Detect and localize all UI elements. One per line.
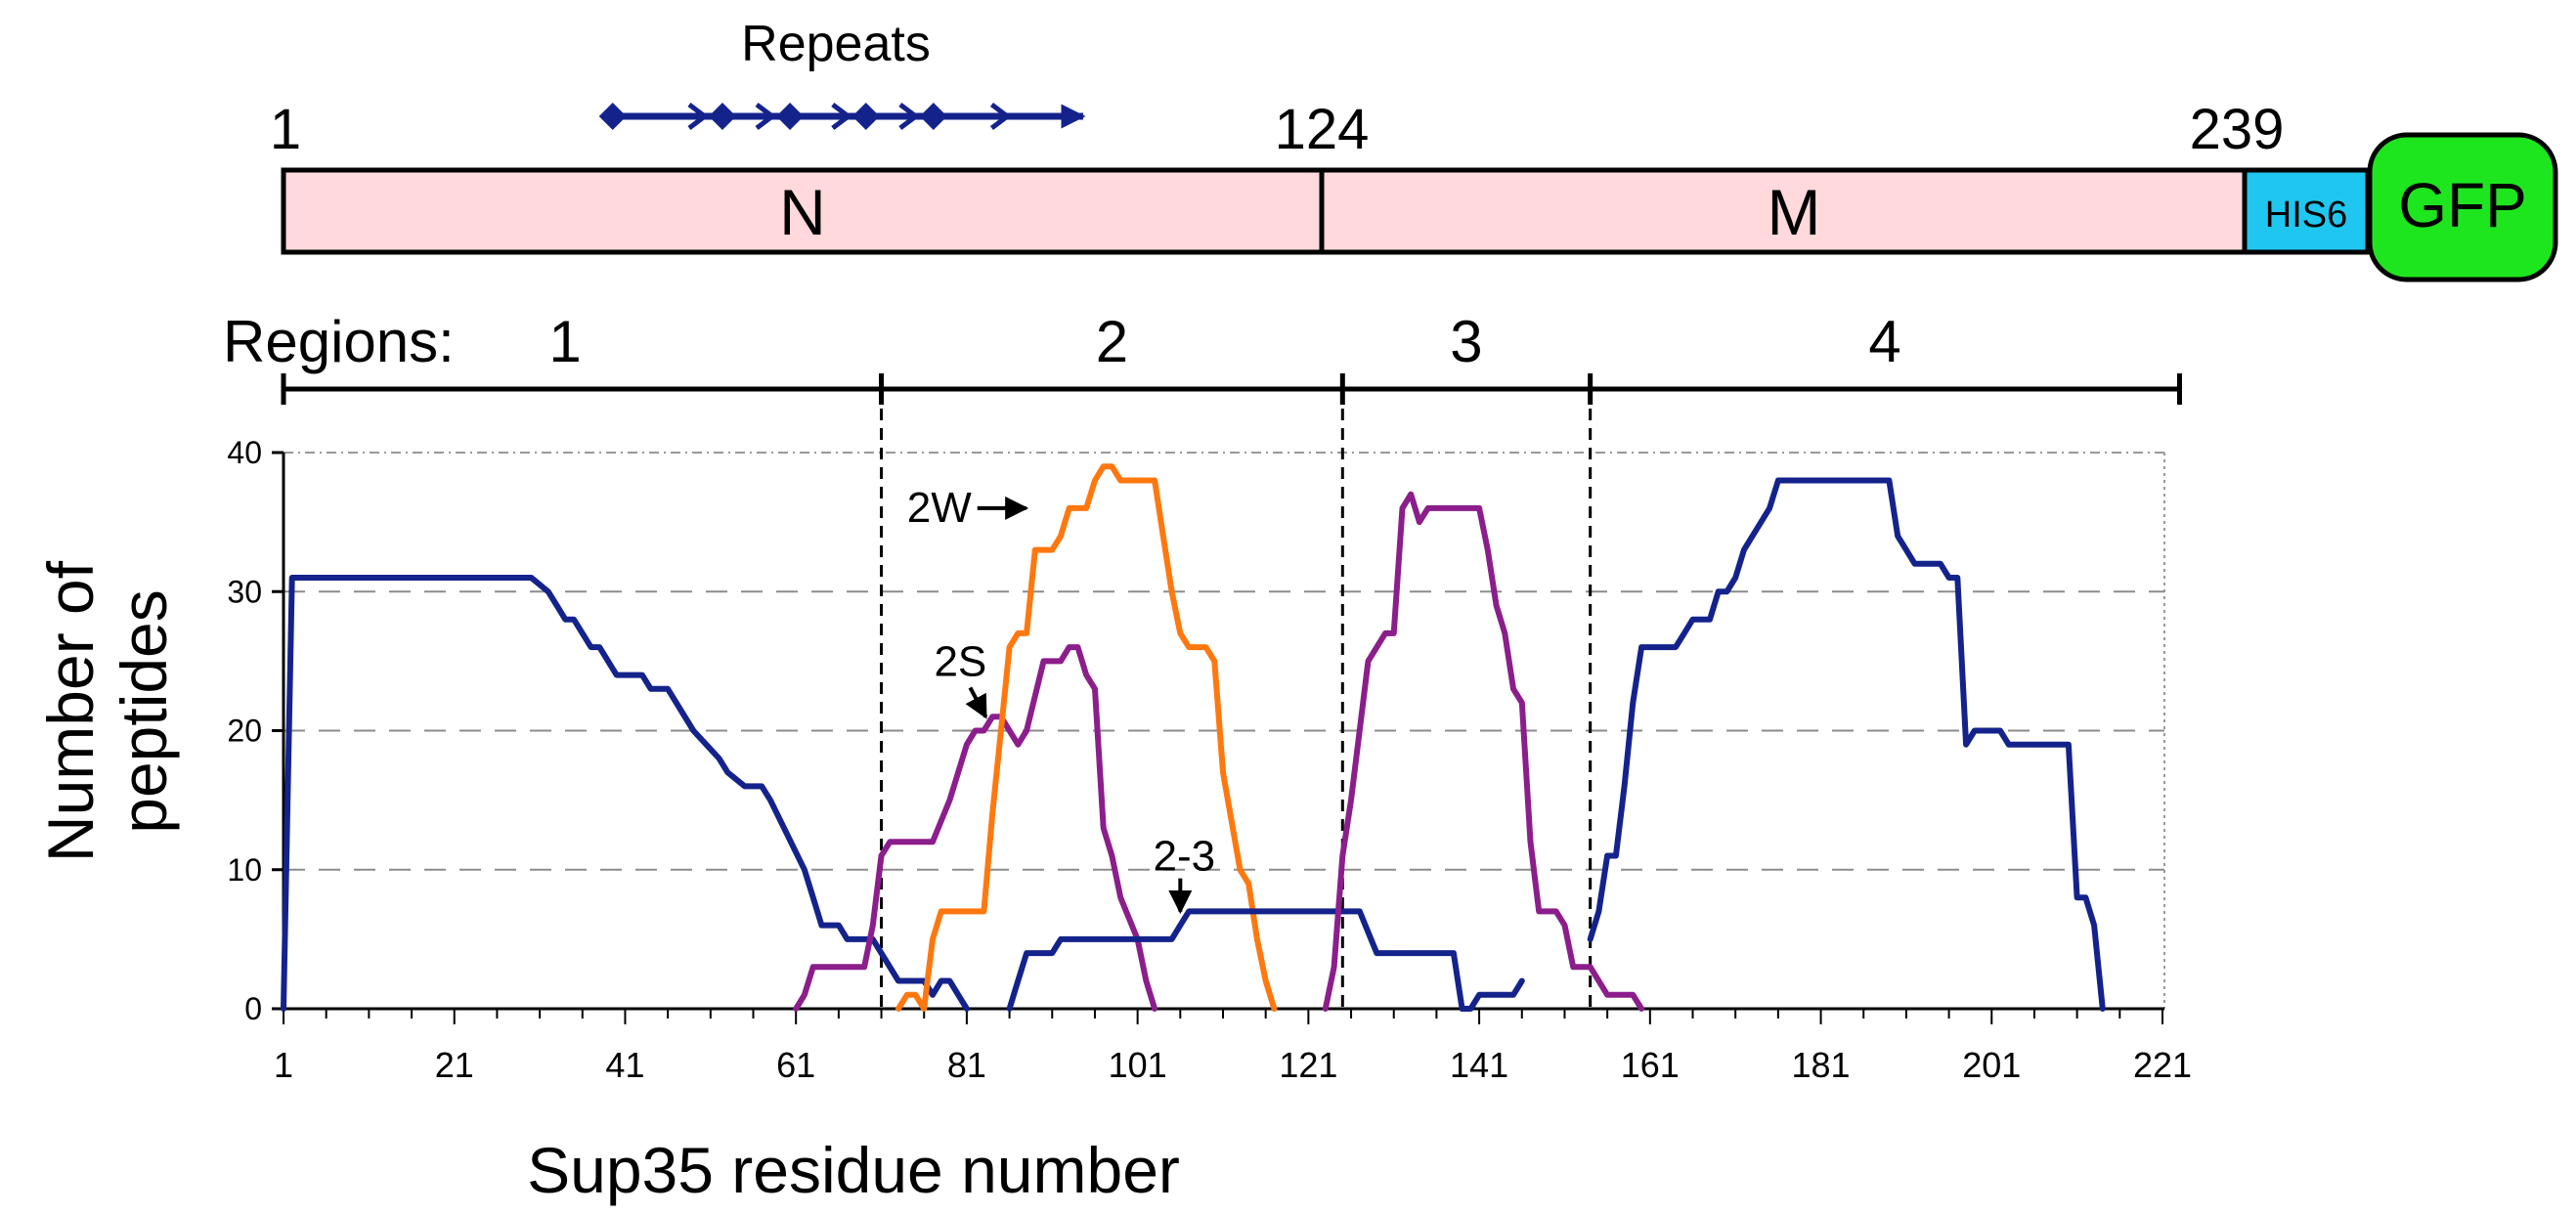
residue-label-boundary: 124	[1275, 98, 1370, 161]
y-tick-label-20: 20	[227, 714, 262, 749]
series-line-region-3	[1322, 491, 1645, 1012]
x-tick-label-101: 101	[1109, 1045, 1167, 1085]
x-tick-label-161: 161	[1621, 1045, 1680, 1085]
annotation-label-2w: 2W	[907, 484, 972, 532]
regions-title: Regions:	[223, 309, 455, 374]
n-domain-box	[281, 167, 1325, 255]
y-tick-label-40: 40	[227, 435, 262, 470]
series-line-region-1	[281, 575, 970, 1012]
annotation-label-2-3: 2-3	[1154, 833, 1216, 881]
repeat-chevron-6	[989, 103, 1012, 130]
y-axis-title-line-2: peptides	[108, 589, 180, 834]
repeats-arrow	[598, 103, 1086, 130]
series-line-region-4	[1587, 477, 2106, 1012]
region-label-4: 4	[1868, 309, 1900, 374]
repeats-label: Repeats	[741, 16, 931, 72]
x-tick-label-181: 181	[1792, 1045, 1851, 1085]
repeat-chevron-5	[898, 103, 920, 130]
annotation-arrow-2s	[965, 686, 988, 719]
residue-label-end: 239	[2190, 98, 2285, 161]
x-tick-label-1: 1	[274, 1045, 293, 1085]
gfp-label: GFP	[2398, 170, 2527, 240]
regions-bar: Regions: 1 2 3 4	[223, 309, 2182, 405]
x-tick-label-61: 61	[776, 1045, 815, 1085]
series-line-2-3	[1006, 908, 1525, 1012]
repeat-diamond-3	[776, 103, 805, 130]
x-tick-label-221: 221	[2133, 1045, 2192, 1085]
y-axis-title: Number of peptides	[34, 560, 180, 862]
region-label-3: 3	[1450, 309, 1482, 374]
domain-diagram: Repeats 1 124 239 N M HIS6 GFP	[270, 16, 2558, 282]
repeat-diamond-1	[598, 103, 627, 130]
chart-grid	[284, 452, 2165, 1009]
m-domain-label: M	[1768, 176, 1821, 248]
repeat-diamond-4	[851, 103, 880, 130]
series-line-2s	[793, 644, 1158, 1012]
repeat-chevron-2	[687, 103, 710, 130]
x-tick-label-21: 21	[435, 1045, 474, 1085]
gfp-box	[2367, 132, 2558, 282]
his6-tag-label: HIS6	[2265, 195, 2347, 236]
x-tick-label-81: 81	[947, 1045, 986, 1085]
x-tick-label-121: 121	[1279, 1045, 1337, 1085]
residue-label-start: 1	[270, 98, 301, 161]
region-label-2: 2	[1096, 309, 1128, 374]
y-tick-label-10: 10	[227, 852, 262, 888]
annotation-label-2s: 2S	[934, 638, 986, 686]
x-tick-label-41: 41	[605, 1045, 644, 1085]
x-tick-label-141: 141	[1450, 1045, 1508, 1085]
repeat-diamond-5	[919, 103, 947, 130]
repeat-diamond-2	[708, 103, 736, 130]
y-tick-label-0: 0	[244, 991, 262, 1026]
y-tick-label-30: 30	[227, 574, 262, 609]
region-label-1: 1	[548, 309, 581, 374]
region-dividers	[880, 389, 1593, 1009]
repeat-chevron-3	[755, 103, 777, 130]
n-domain-label: N	[779, 176, 826, 248]
x-axis-title: Sup35 residue number	[527, 1134, 1180, 1206]
series-line-2w	[895, 463, 1278, 1012]
y-axis-title-line-1: Number of	[34, 560, 107, 862]
repeat-chevron-4	[831, 103, 852, 130]
chart-series	[281, 463, 2106, 1012]
chart-annotations: 2W 2S 2-3	[907, 484, 1216, 915]
x-tick-label-201: 201	[1962, 1045, 2021, 1085]
